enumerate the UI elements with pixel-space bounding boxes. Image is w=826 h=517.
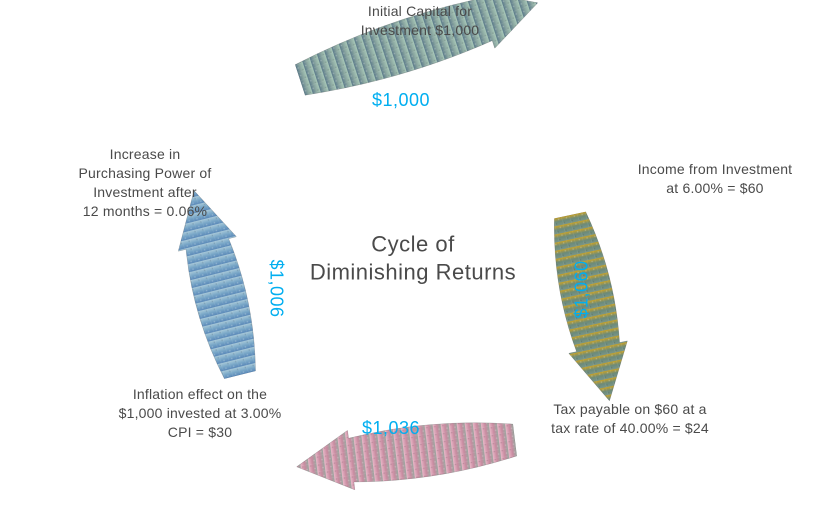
- step-value-text-3: $1,006: [267, 259, 287, 317]
- step-value-0: $1,000: [372, 90, 430, 111]
- step-value-text-0: $1,000: [372, 90, 430, 110]
- title-line-2: Diminishing Returns: [310, 260, 516, 285]
- step-label-text-1: Income from Investmentat 6.00% = $60: [638, 161, 793, 196]
- step-label-4: Increase inPurchasing Power ofInvestment…: [55, 145, 235, 221]
- step-label-1: Income from Investmentat 6.00% = $60: [615, 160, 815, 198]
- step-label-text-4: Increase inPurchasing Power ofInvestment…: [79, 146, 212, 219]
- step-value-text-2: $1,036: [362, 418, 420, 438]
- step-label-3: Inflation effect on the$1,000 invested a…: [100, 385, 300, 442]
- step-label-text-3: Inflation effect on the$1,000 invested a…: [119, 386, 282, 440]
- title-line-1: Cycle of: [371, 231, 454, 256]
- step-value-1: $1,060: [572, 260, 593, 318]
- diagram-title: Cycle of Diminishing Returns: [310, 230, 516, 287]
- step-value-text-1: $1,060: [572, 260, 592, 318]
- step-label-0: Initial Capital forInvestment $1,000: [320, 2, 520, 40]
- step-value-3: $1,006: [266, 259, 287, 317]
- step-label-text-2: Tax payable on $60 at atax rate of 40.00…: [551, 401, 709, 436]
- step-value-2: $1,036: [362, 418, 420, 439]
- step-label-text-0: Initial Capital forInvestment $1,000: [361, 3, 480, 38]
- step-label-2: Tax payable on $60 at atax rate of 40.00…: [530, 400, 730, 438]
